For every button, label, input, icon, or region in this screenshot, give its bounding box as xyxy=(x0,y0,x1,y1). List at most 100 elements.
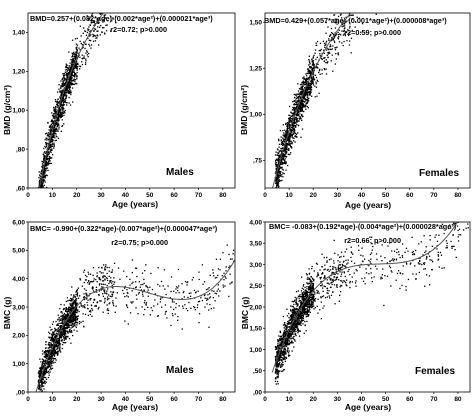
data-point xyxy=(71,75,73,77)
data-point xyxy=(278,138,280,140)
data-point xyxy=(294,117,296,119)
data-point xyxy=(297,90,300,92)
data-point xyxy=(53,331,55,333)
data-point xyxy=(58,109,60,111)
data-point xyxy=(299,93,301,96)
data-point xyxy=(284,129,286,131)
data-point xyxy=(53,333,55,335)
panel-2-points xyxy=(37,244,235,392)
data-point xyxy=(164,311,167,313)
data-point xyxy=(69,312,71,314)
data-point xyxy=(319,68,321,71)
data-point xyxy=(305,77,308,79)
data-point xyxy=(143,289,145,291)
data-point xyxy=(290,117,293,120)
data-point xyxy=(100,272,102,274)
data-point xyxy=(48,136,51,138)
data-point xyxy=(305,93,307,95)
data-point xyxy=(182,307,184,309)
data-point xyxy=(60,107,63,109)
data-point xyxy=(69,318,71,320)
data-point xyxy=(281,166,283,168)
data-point xyxy=(287,125,289,127)
data-point xyxy=(76,46,78,48)
data-point xyxy=(47,143,49,145)
data-point xyxy=(301,108,303,111)
data-point xyxy=(277,163,279,166)
data-point xyxy=(298,107,300,109)
data-point xyxy=(39,358,41,360)
data-point xyxy=(98,266,100,269)
data-point xyxy=(63,317,65,319)
data-point xyxy=(72,59,74,61)
data-point xyxy=(101,31,103,33)
data-point xyxy=(70,73,72,75)
data-point xyxy=(59,329,61,331)
data-point xyxy=(65,94,67,96)
data-point xyxy=(297,104,299,106)
data-point xyxy=(283,162,285,164)
data-point xyxy=(48,147,51,149)
data-point xyxy=(297,110,299,112)
data-point xyxy=(312,62,314,64)
data-point xyxy=(65,83,67,85)
data-point xyxy=(44,371,47,373)
data-point xyxy=(319,73,321,75)
data-point xyxy=(53,126,56,128)
data-point xyxy=(41,180,43,182)
data-point xyxy=(50,123,53,126)
data-point xyxy=(293,118,295,120)
data-point xyxy=(65,338,67,340)
data-point xyxy=(51,333,53,335)
data-point xyxy=(296,120,298,122)
data-point xyxy=(75,298,77,300)
data-point xyxy=(298,109,300,111)
data-point xyxy=(297,108,299,110)
data-point xyxy=(64,331,66,333)
data-point xyxy=(65,324,67,326)
data-point xyxy=(280,140,282,142)
data-point xyxy=(119,278,121,280)
data-point xyxy=(53,133,56,135)
data-point xyxy=(65,88,67,91)
data-point xyxy=(197,301,200,303)
data-point xyxy=(279,129,282,132)
data-point xyxy=(38,385,40,387)
data-point xyxy=(42,379,44,381)
data-point xyxy=(87,299,89,301)
data-point xyxy=(293,121,295,123)
data-point xyxy=(291,109,294,111)
data-point xyxy=(175,286,178,288)
data-point xyxy=(278,162,280,164)
data-point xyxy=(81,58,84,60)
data-point xyxy=(64,324,66,326)
data-point xyxy=(219,258,222,260)
data-point xyxy=(44,164,46,166)
data-point xyxy=(334,35,336,37)
data-point xyxy=(129,284,131,286)
data-point xyxy=(103,302,106,304)
data-point xyxy=(71,324,73,326)
data-point xyxy=(76,83,78,85)
data-point xyxy=(52,359,54,361)
data-point xyxy=(312,61,314,63)
y-tick-label: 1,00 xyxy=(12,108,25,115)
data-point xyxy=(51,112,53,114)
data-point xyxy=(348,15,350,17)
data-point xyxy=(42,361,44,363)
data-point xyxy=(284,136,286,138)
data-point xyxy=(334,21,337,24)
data-point xyxy=(101,267,103,269)
data-point xyxy=(285,150,288,153)
data-point xyxy=(96,276,98,278)
data-point xyxy=(278,168,280,171)
data-point xyxy=(343,40,345,43)
data-point xyxy=(305,103,307,105)
data-point xyxy=(38,177,40,179)
data-point xyxy=(38,387,40,389)
data-point xyxy=(129,278,131,280)
data-point xyxy=(68,82,70,84)
data-point xyxy=(61,105,63,107)
data-point xyxy=(43,385,45,387)
data-point xyxy=(226,244,228,246)
